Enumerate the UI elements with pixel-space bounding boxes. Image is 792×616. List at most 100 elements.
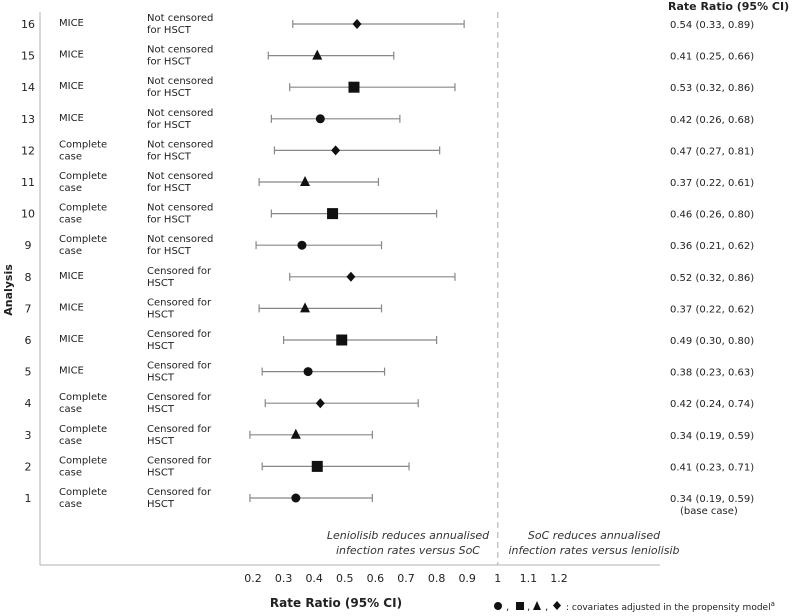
rate-ratio-value: 0.38 (0.23, 0.63) — [670, 368, 754, 379]
censoring-label: Not censored — [147, 13, 213, 24]
censoring-label: HSCT — [147, 436, 175, 447]
analysis-number: 1 — [25, 492, 32, 505]
y-axis-title: Analysis — [2, 264, 15, 316]
legend-label: : covariates adjusted in the propensity … — [566, 603, 771, 613]
point-estimate-square — [327, 208, 339, 220]
x-tick-label: 0.8 — [428, 572, 446, 585]
rate-ratio-value: 0.42 (0.24, 0.74) — [670, 399, 754, 410]
x-tick-label: 0.6 — [367, 572, 385, 585]
method-label: Complete — [59, 424, 107, 435]
censoring-label: for HSCT — [147, 25, 192, 36]
point-estimate-square — [311, 460, 323, 472]
analysis-number: 14 — [21, 81, 35, 94]
censoring-label: Not censored — [147, 45, 213, 56]
rate-ratio-value: 0.54 (0.33, 0.89) — [670, 20, 754, 31]
analysis-number: 12 — [21, 144, 35, 157]
censoring-label: Censored for — [147, 297, 212, 308]
method-label: Complete — [59, 392, 107, 403]
x-axis-title: Rate Ratio (95% CI) — [270, 596, 402, 610]
rate-ratio-value: 0.41 (0.25, 0.66) — [670, 52, 754, 63]
left-annotation-line-1: Leniolisib reduces annualised — [327, 529, 490, 542]
method-label: MICE — [59, 302, 84, 313]
rate-ratio-value: 0.37 (0.22, 0.62) — [670, 304, 754, 315]
x-tick-label: 1.1 — [520, 572, 538, 585]
censoring-label: HSCT — [147, 404, 175, 415]
analysis-number: 9 — [25, 239, 32, 252]
point-estimate-circle — [315, 114, 325, 124]
rate-ratio-value: 0.46 (0.26, 0.80) — [670, 210, 754, 221]
rate-ratio-value: 0.41 (0.23, 0.71) — [670, 462, 754, 473]
legend-separator: , — [527, 602, 530, 613]
censoring-label: HSCT — [147, 499, 175, 510]
censoring-label: HSCT — [147, 278, 175, 289]
analysis-number: 4 — [25, 397, 32, 410]
method-label: case — [59, 246, 82, 257]
analysis-number: 6 — [25, 334, 32, 347]
censoring-label: Censored for — [147, 455, 212, 466]
censoring-label: for HSCT — [147, 215, 192, 226]
method-label: MICE — [59, 271, 84, 282]
x-tick-label: 0.5 — [336, 572, 354, 585]
method-label: case — [59, 151, 82, 162]
censoring-label: for HSCT — [147, 183, 192, 194]
x-tick-label: 0.3 — [275, 572, 293, 585]
point-estimate-circle — [291, 493, 301, 503]
censoring-label: for HSCT — [147, 57, 192, 68]
analysis-number: 2 — [25, 460, 32, 473]
rate-ratio-value: 0.42 (0.26, 0.68) — [670, 115, 754, 126]
method-label: MICE — [59, 334, 84, 345]
method-label: MICE — [59, 81, 84, 92]
point-estimate-triangle — [290, 428, 301, 439]
point-estimate-triangle — [300, 302, 311, 313]
censoring-label: Not censored — [147, 108, 213, 119]
right-annotation-line-2: infection rates versus leniolisib — [508, 544, 679, 557]
x-tick-label: 0.9 — [458, 572, 476, 585]
rate-ratio-value: 0.36 (0.21, 0.62) — [670, 241, 754, 252]
censoring-label: Censored for — [147, 487, 212, 498]
point-estimate-diamond — [346, 271, 356, 282]
legend-circle-marker — [494, 602, 502, 610]
legend-separator: , — [545, 602, 548, 613]
method-label: MICE — [59, 113, 84, 124]
x-tick-label: 0.7 — [397, 572, 415, 585]
analysis-number: 7 — [25, 302, 32, 315]
censoring-label: Not censored — [147, 139, 213, 150]
legend-diamond-marker — [553, 601, 561, 610]
analysis-number: 10 — [21, 208, 35, 221]
rate-ratio-value: 0.52 (0.32, 0.86) — [670, 273, 754, 284]
point-estimate-circle — [303, 367, 313, 377]
censoring-label: HSCT — [147, 309, 175, 320]
x-tick-label: 0.4 — [305, 572, 323, 585]
method-label: Complete — [59, 487, 107, 498]
rate-ratio-value: 0.34 (0.19, 0.59) — [670, 431, 754, 442]
point-estimate-square — [336, 334, 348, 346]
censoring-label: HSCT — [147, 373, 175, 384]
rate-ratio-value: 0.47 (0.27, 0.81) — [670, 146, 754, 157]
analysis-number: 13 — [21, 113, 35, 126]
censoring-label: for HSCT — [147, 151, 192, 162]
point-estimate-diamond — [352, 19, 362, 29]
censoring-label: Censored for — [147, 361, 212, 372]
right-annotation-line-1: SoC reduces annualised — [528, 529, 661, 542]
method-label: MICE — [59, 366, 84, 377]
analysis-number: 15 — [21, 50, 35, 63]
censoring-label: for HSCT — [147, 120, 192, 131]
analysis-number: 3 — [25, 429, 32, 442]
left-annotation-line-2: infection rates versus SoC — [336, 544, 480, 557]
method-label: Complete — [59, 234, 107, 245]
rate-ratio-value: 0.49 (0.30, 0.80) — [670, 336, 754, 347]
point-estimate-diamond — [331, 145, 341, 156]
